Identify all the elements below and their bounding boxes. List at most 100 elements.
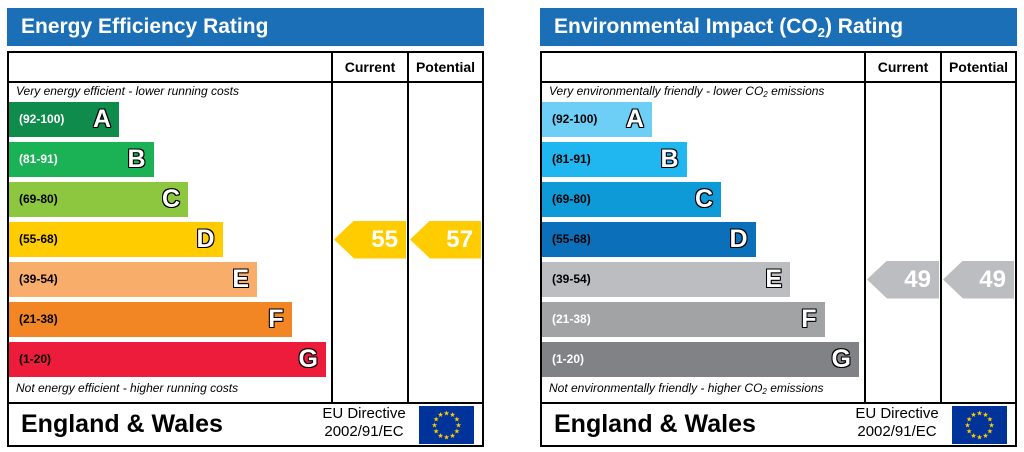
bottom-note: Not environmentally friendly - higher CO… (549, 381, 824, 396)
current-rating-arrow: 55 (334, 220, 406, 259)
eu-star-icon: ★ (443, 410, 449, 418)
eu-star-icon: ★ (454, 428, 460, 436)
bottom-note: Not energy efficient - higher running co… (16, 381, 239, 395)
eu-star-icon: ★ (433, 428, 439, 436)
band-d: (55-68) D (542, 222, 756, 257)
band-range-label: (39-54) (552, 272, 591, 286)
band-letter: C (694, 185, 713, 213)
top-note: Very environmentally friendly - lower CO… (549, 84, 824, 99)
eu-star-icon: ★ (437, 432, 443, 440)
eu-star-icon: ★ (976, 434, 982, 442)
eu-star-icon: ★ (449, 432, 455, 440)
eu-star-icon: ★ (443, 434, 449, 442)
eu-star-icon: ★ (966, 428, 972, 436)
column-header-current: Current (877, 59, 929, 75)
column-header-potential: Potential (948, 59, 1009, 75)
band-g: (1-20) G (9, 342, 326, 377)
band-letter: B (127, 145, 146, 173)
band-letter: G (831, 345, 851, 373)
header-divider (9, 81, 482, 83)
column-divider (331, 53, 333, 404)
directive-line2: 2002/91/EC (857, 423, 937, 440)
band-range-label: (69-80) (19, 192, 58, 206)
band-letter: D (196, 225, 215, 253)
band-e: (39-54) E (9, 262, 257, 297)
potential-rating-value: 57 (446, 225, 473, 253)
eu-star-icon: ★ (449, 411, 455, 419)
title-part: Environmental Impact (CO (554, 15, 818, 38)
eu-star-icon: ★ (454, 416, 460, 424)
eu-flag-icon: ★ ★ ★ ★ ★ ★ ★ ★ ★ ★ ★ ★ (419, 406, 474, 444)
eu-directive: EU Directive 2002/91/EC (846, 405, 948, 441)
band-letter: G (298, 345, 318, 373)
eu-star-icon: ★ (988, 422, 994, 430)
band-letter: C (161, 185, 180, 213)
band-a: (92-100) A (542, 102, 652, 137)
band-range-label: (55-68) (552, 232, 591, 246)
current-rating-arrow: 49 (867, 260, 939, 299)
eu-flag-icon: ★ ★ ★ ★ ★ ★ ★ ★ ★ ★ ★ ★ (952, 406, 1007, 444)
chart-frame: Current Potential Very environmentally f… (540, 51, 1017, 447)
band-letter: B (660, 145, 679, 173)
band-range-label: (92-100) (19, 112, 65, 126)
chart-title: Energy Efficiency Rating (7, 8, 484, 46)
footer-divider (9, 402, 482, 404)
band-range-label: (21-38) (552, 312, 591, 326)
chart-frame: Current Potential Very energy efficient … (7, 51, 484, 447)
potential-rating-value: 49 (979, 265, 1006, 293)
band-b: (81-91) B (542, 142, 687, 177)
eu-star-icon: ★ (970, 411, 976, 419)
note-subscript: 2 (762, 387, 767, 396)
eu-directive: EU Directive 2002/91/EC (313, 405, 415, 441)
band-e: (39-54) E (542, 262, 790, 297)
eu-star-icon: ★ (982, 432, 988, 440)
band-f: (21-38) F (9, 302, 292, 337)
band-letter: E (232, 265, 249, 293)
note-part: Very environmentally friendly - lower CO (549, 84, 764, 98)
header-divider (542, 81, 1015, 83)
band-c: (69-80) C (542, 182, 721, 217)
band-d: (55-68) D (9, 222, 223, 257)
column-divider (864, 53, 866, 404)
eu-star-icon: ★ (987, 416, 993, 424)
eu-star-icon: ★ (431, 422, 437, 430)
eu-star-icon: ★ (433, 416, 439, 424)
potential-rating-arrow: 49 (943, 260, 1014, 299)
band-letter: D (729, 225, 748, 253)
band-range-label: (1-20) (552, 352, 585, 366)
footer-region: England & Wales (554, 410, 756, 438)
band-letter: A (625, 105, 644, 133)
band-range-label: (81-91) (552, 152, 591, 166)
directive-line2: 2002/91/EC (324, 423, 404, 440)
column-divider (407, 53, 409, 404)
note-part: Not environmentally friendly - higher CO (549, 381, 763, 395)
band-range-label: (69-80) (552, 192, 591, 206)
band-letter: F (268, 305, 284, 333)
eu-star-icon: ★ (976, 410, 982, 418)
current-rating-value: 55 (371, 225, 398, 253)
band-f: (21-38) F (542, 302, 825, 337)
potential-rating-arrow: 57 (410, 220, 481, 259)
directive-line1: EU Directive (322, 405, 406, 422)
band-letter: E (765, 265, 782, 293)
band-range-label: (81-91) (19, 152, 58, 166)
band-range-label: (55-68) (19, 232, 58, 246)
eu-star-icon: ★ (966, 416, 972, 424)
title-part: ) Rating (824, 15, 904, 38)
directive-line1: EU Directive (855, 405, 939, 422)
column-divider (940, 53, 942, 404)
title-subscript: 2 (817, 25, 825, 40)
band-c: (69-80) C (9, 182, 188, 217)
band-letter: F (801, 305, 817, 333)
band-range-label: (39-54) (19, 272, 58, 286)
band-a: (92-100) A (9, 102, 119, 137)
chart-title: Environmental Impact (CO2) Rating (540, 8, 1017, 46)
eu-star-icon: ★ (437, 411, 443, 419)
band-b: (81-91) B (9, 142, 154, 177)
column-header-potential: Potential (415, 59, 476, 75)
band-range-label: (21-38) (19, 312, 58, 326)
note-subscript: 2 (763, 90, 768, 99)
footer-region: England & Wales (21, 410, 223, 438)
eu-star-icon: ★ (970, 432, 976, 440)
band-range-label: (1-20) (19, 352, 52, 366)
